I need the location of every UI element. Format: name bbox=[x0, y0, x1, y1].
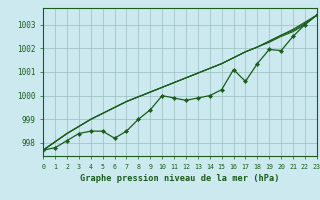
X-axis label: Graphe pression niveau de la mer (hPa): Graphe pression niveau de la mer (hPa) bbox=[80, 174, 280, 183]
